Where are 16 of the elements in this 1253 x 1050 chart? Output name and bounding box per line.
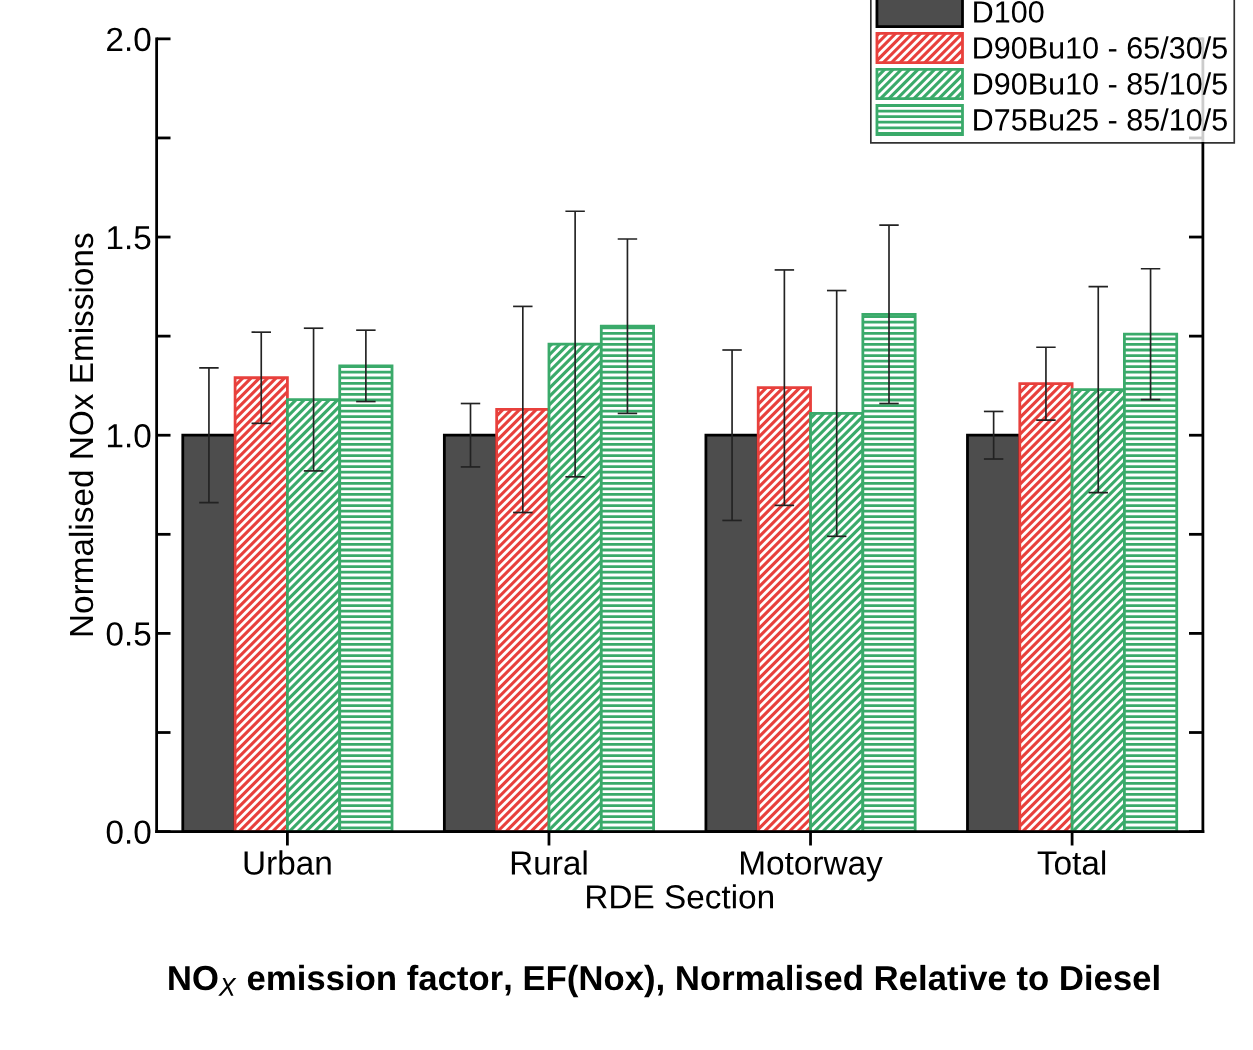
x-axis-title: RDE Section (587, 884, 773, 909)
text: NO$_{X}$ emission factor, EF(Nox), Normalised Relative to Diesel (169, 964, 1159, 998)
x-tick-label: Urban (244, 850, 331, 875)
y-tick-label: 1.5 (107, 226, 151, 250)
legend-label: D90Bu10 - 65/30/5 (974, 36, 1227, 59)
x-tick-label: Rural (511, 850, 587, 875)
legend-label: D75Bu25 - 85/10/5 (974, 108, 1227, 131)
legend-label: D100 (974, 1, 1044, 23)
x-tick-label: Total (1037, 850, 1106, 875)
y-axis-title: Normalised NOx Emissions (68, 233, 94, 636)
y-tick-label: 2.0 (107, 27, 151, 52)
y-tick-label: 0.0 (106, 820, 151, 845)
y-tick-label: 1.0 (107, 424, 151, 448)
y-tick-label: 0.5 (106, 622, 151, 646)
x-tick-label: Motorway (741, 851, 883, 882)
legend-label: D90Bu10 - 85/10/5 (974, 72, 1227, 95)
